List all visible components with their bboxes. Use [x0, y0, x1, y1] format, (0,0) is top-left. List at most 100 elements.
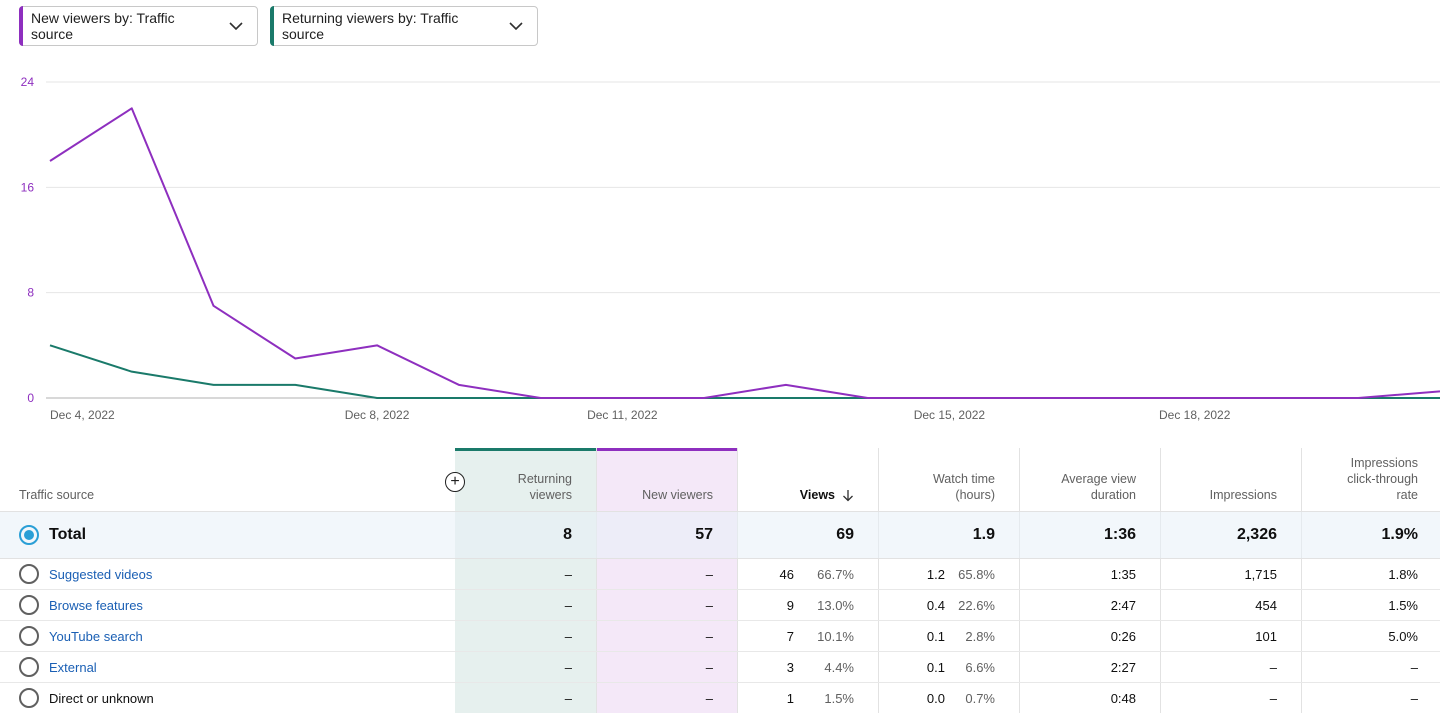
total-watch-time: 1.9: [972, 526, 995, 543]
impressions-value: –: [1269, 690, 1277, 706]
total-label: Total: [49, 526, 87, 543]
views-percent: 4.4%: [824, 659, 854, 675]
returning-value: –: [564, 566, 572, 582]
header-traffic-source: Traffic source: [19, 488, 95, 502]
avg-duration-value: 2:47: [1110, 597, 1136, 613]
returning-viewers-selector[interactable]: Returning viewers by: Traffic source: [270, 6, 538, 46]
impressions-value: 101: [1255, 628, 1277, 644]
row-radio[interactable]: [19, 657, 39, 677]
ctr-value: 1.5%: [1388, 597, 1418, 613]
watch-time-percent: 22.6%: [958, 597, 995, 613]
views-value: 1: [786, 690, 794, 706]
total-ctr: 1.9%: [1381, 526, 1418, 543]
header-new-viewers[interactable]: New viewers: [642, 488, 713, 502]
avg-duration-value: 2:27: [1110, 659, 1136, 675]
new-value: –: [705, 566, 713, 582]
total-views: 69: [836, 526, 854, 543]
avg-duration-value: 0:48: [1110, 690, 1136, 706]
header-impressions[interactable]: Impressions: [1209, 488, 1277, 502]
returning-value: –: [564, 597, 572, 613]
row-radio[interactable]: [19, 564, 39, 584]
ctr-value: –: [1410, 659, 1418, 675]
watch-time-percent: 2.8%: [965, 628, 995, 644]
x-tick-label: Dec 11, 2022: [587, 408, 658, 422]
new-value: –: [705, 690, 713, 706]
new-value: –: [705, 628, 713, 644]
traffic-source-label: Direct or unknown: [49, 690, 154, 706]
row-radio[interactable]: [19, 688, 39, 708]
new-viewers-selector-label: New viewers by: Traffic source: [31, 10, 175, 42]
table-row[interactable]: Direct or unknown – – 1 1.5% 0.0 0.7% 0:48 – –: [0, 683, 1440, 713]
y-tick-label: 0: [27, 391, 34, 405]
table-row[interactable]: Browse features – – 9 13.0% 0.4 22.6% 2:47 454 1.…: [0, 590, 1440, 621]
watch-time-value: 0.0: [926, 690, 945, 706]
watch-time-percent: 6.6%: [965, 659, 995, 675]
views-value: 3: [786, 659, 794, 675]
ctr-value: 1.8%: [1388, 566, 1418, 582]
views-value: 7: [786, 628, 794, 644]
traffic-source-label[interactable]: Browse features: [49, 597, 143, 613]
x-tick-label: Dec 8, 2022: [345, 408, 410, 422]
total-new: 57: [695, 526, 713, 543]
avg-duration-value: 0:26: [1110, 628, 1136, 644]
new-viewers-column-bg: [597, 448, 738, 713]
traffic-source-label[interactable]: Suggested videos: [49, 566, 153, 582]
table-row[interactable]: Suggested videos – – 46 66.7% 1.2 65.8% 1:35 1,7…: [0, 559, 1440, 590]
row-radio[interactable]: [19, 626, 39, 646]
impressions-value: –: [1269, 659, 1277, 675]
table-row[interactable]: External – – 3 4.4% 0.1 6.6% 2:27 – –: [0, 652, 1440, 683]
impressions-value: 1,715: [1244, 566, 1277, 582]
impressions-value: 454: [1255, 597, 1277, 613]
traffic-source-label[interactable]: YouTube search: [49, 628, 143, 644]
views-percent: 66.7%: [817, 566, 854, 582]
table-header: Traffic source + Returning viewers New v…: [0, 448, 1440, 512]
watch-time-value: 1.2: [926, 566, 945, 582]
x-tick-label: Dec 15, 2022: [914, 408, 986, 422]
total-radio[interactable]: [19, 525, 39, 545]
header-ctr[interactable]: Impressions click-through rate: [1347, 456, 1418, 502]
traffic-source-table: Traffic source + Returning viewers New v…: [0, 448, 1440, 713]
views-percent: 1.5%: [824, 690, 854, 706]
new-viewers-selector[interactable]: New viewers by: Traffic source: [19, 6, 258, 46]
returning-value: –: [564, 628, 572, 644]
returning-value: –: [564, 690, 572, 706]
watch-time-percent: 0.7%: [965, 690, 995, 706]
watch-time-value: 0.1: [926, 628, 945, 644]
header-views[interactable]: Views: [800, 487, 854, 503]
ctr-value: –: [1410, 690, 1418, 706]
watch-time-percent: 65.8%: [958, 566, 995, 582]
new-value: –: [705, 597, 713, 613]
row-radio[interactable]: [19, 595, 39, 615]
new-value: –: [705, 659, 713, 675]
total-impressions: 2,326: [1236, 526, 1277, 543]
series-line: [49, 107, 1440, 399]
x-tick-label: Dec 18, 2022: [1159, 408, 1231, 422]
views-value: 46: [779, 566, 794, 582]
ctr-value: 5.0%: [1388, 628, 1418, 644]
total-row[interactable]: Total 8 57 69 1.9 1:36 2,326 1.9%: [0, 512, 1440, 559]
x-tick-label: Dec 4, 2022: [50, 408, 115, 422]
y-tick-label: 24: [21, 75, 35, 89]
header-watch-time[interactable]: Watch time (hours): [932, 472, 995, 502]
plus-icon: +: [450, 473, 460, 490]
header-returning-viewers[interactable]: Returning viewers: [517, 472, 572, 502]
returning-viewers-selector-label: Returning viewers by: Traffic source: [282, 10, 459, 42]
header-average-view-duration[interactable]: Average view duration: [1061, 472, 1136, 502]
watch-time-value: 0.1: [926, 659, 945, 675]
avg-duration-value: 1:35: [1110, 566, 1136, 582]
returning-value: –: [564, 659, 572, 675]
add-metric-button[interactable]: +: [445, 472, 465, 492]
total-returning: 8: [563, 526, 572, 543]
y-tick-label: 8: [27, 286, 34, 300]
watch-time-value: 0.4: [926, 597, 945, 613]
arrow-down-icon: [842, 489, 854, 502]
views-percent: 10.1%: [817, 628, 854, 644]
chevron-down-icon: [229, 22, 243, 30]
total-avg-duration: 1:36: [1103, 526, 1136, 543]
views-percent: 13.0%: [817, 597, 854, 613]
returning-viewers-column-bg: [455, 448, 596, 713]
views-value: 9: [786, 597, 794, 613]
traffic-source-label[interactable]: External: [49, 659, 97, 675]
viewers-line-chart: 0 8 16 24 Dec 4, 2022 Dec 8, 2022 Dec 11, 2022…: [21, 75, 1440, 422]
table-row[interactable]: YouTube search – – 7 10.1% 0.1 2.8% 0:26 101 5.0%: [0, 621, 1440, 652]
